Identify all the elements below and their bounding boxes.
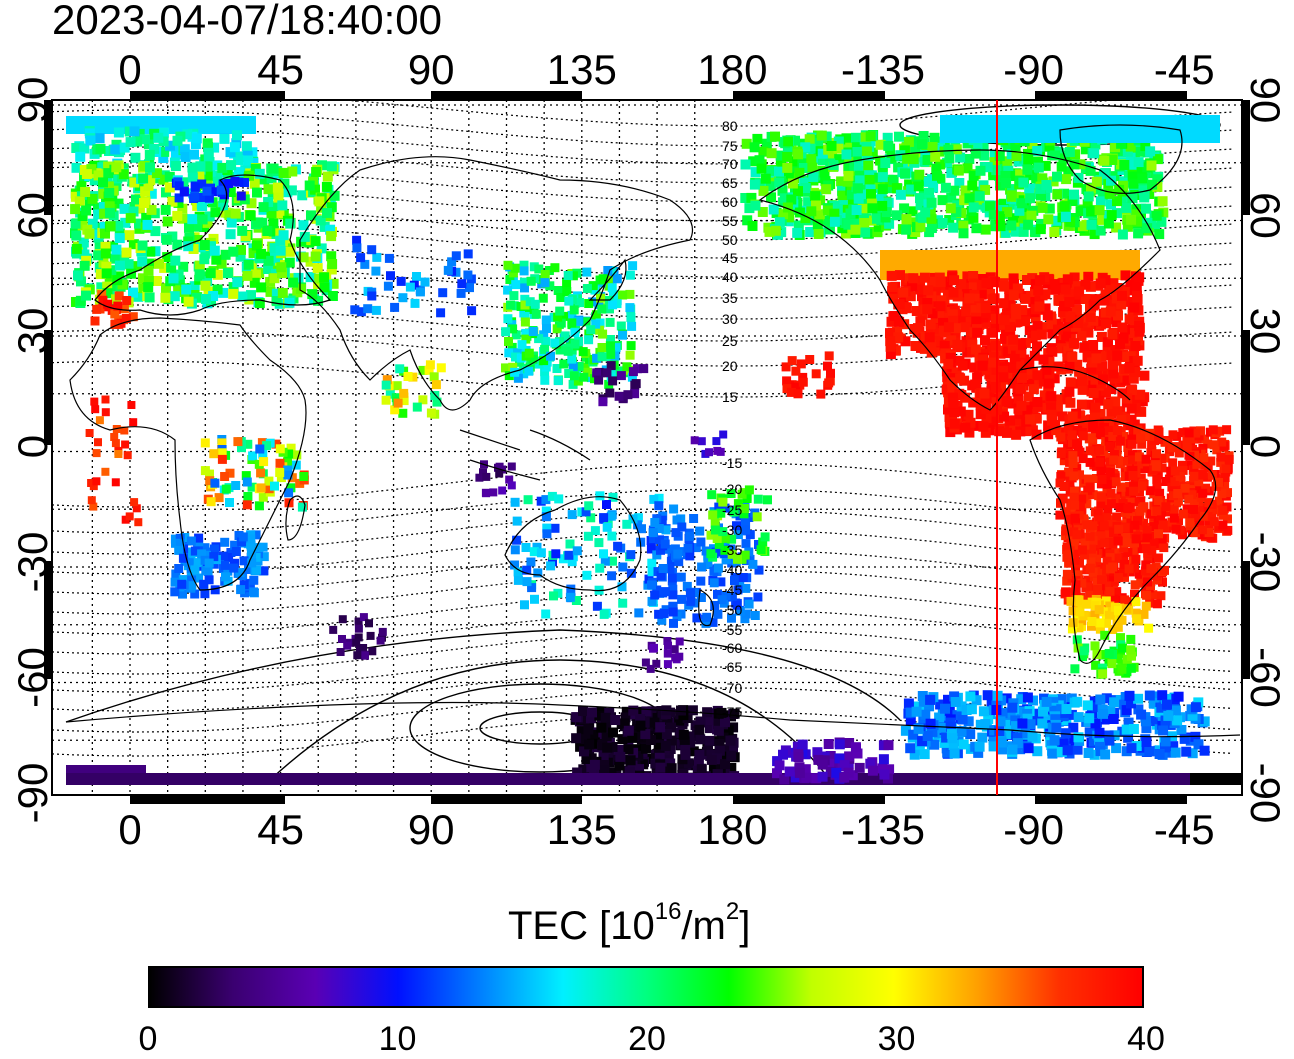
right-tick-label: 90 (1242, 77, 1289, 124)
top-tick-label: 135 (547, 46, 617, 93)
bottom-longitude-ticks: 0 45 90 135 180 -135 -90 -45 (118, 806, 1214, 853)
colorbar-tick-label: 0 (108, 1020, 188, 1059)
top-tick-label: 180 (697, 46, 767, 93)
contour-label: -60 (722, 640, 742, 656)
contour-label: -55 (722, 622, 742, 638)
contour-label: 80 (722, 118, 738, 134)
contour-label: 35 (722, 290, 738, 306)
contour-label: 20 (722, 358, 738, 374)
contour-label: 15 (722, 389, 738, 405)
left-tick-label: 0 (9, 435, 56, 458)
right-tick-label: 60 (1242, 192, 1289, 239)
top-tick-label: 0 (118, 46, 141, 93)
contour-label: -35 (722, 542, 742, 558)
left-tick-label: 90 (9, 77, 56, 124)
top-tick-label: 90 (408, 46, 455, 93)
left-tick-label: -30 (9, 532, 56, 593)
right-tick-label: 0 (1242, 435, 1289, 458)
contour-label: -50 (722, 602, 742, 618)
colorbar-tick-label: 10 (358, 1020, 438, 1059)
contour-label: -15 (722, 455, 742, 471)
left-tick-label: 60 (9, 192, 56, 239)
contour-label: -65 (722, 659, 742, 675)
bottom-tick-label: -45 (1154, 806, 1215, 853)
colorbar-tick-label: 40 (1106, 1020, 1186, 1059)
top-tick-label: -90 (1003, 46, 1064, 93)
colorbar (148, 966, 1144, 1008)
colorbar-tick-label: 30 (857, 1020, 937, 1059)
top-tick-label: 45 (257, 46, 304, 93)
contour-label: 65 (722, 175, 738, 191)
top-tick-label: -135 (841, 46, 925, 93)
bottom-tick-label: -90 (1003, 806, 1064, 853)
tec-map: 80 75 70 65 60 55 50 45 40 35 30 25 20 15 -15 -20 -25 -30… (0, 0, 1294, 880)
left-tick-label: 30 (9, 308, 56, 355)
contour-label: -75 (722, 704, 742, 720)
bottom-tick-label: 135 (547, 806, 617, 853)
contour-label: 45 (722, 250, 738, 266)
contour-label: -70 (722, 680, 742, 696)
colorbar-title: TEC [1016/m2] (508, 902, 750, 950)
bottom-tick-label: -135 (841, 806, 925, 853)
left-tick-label: -60 (9, 647, 56, 708)
bottom-tick-label: 45 (257, 806, 304, 853)
top-longitude-ticks: 0 45 90 135 180 -135 -90 -45 (118, 46, 1214, 93)
contour-label: 40 (722, 269, 738, 285)
contour-label: 75 (722, 138, 738, 154)
contour-label: -45 (722, 582, 742, 598)
contour-label: -25 (722, 502, 742, 518)
colorbar-tick-label: 20 (607, 1020, 687, 1059)
left-tick-label: -90 (9, 763, 56, 824)
right-tick-label: -30 (1242, 532, 1289, 593)
contour-label: 30 (722, 311, 738, 327)
right-tick-label: -60 (1242, 647, 1289, 708)
contour-label: 55 (722, 213, 738, 229)
bottom-tick-label: 90 (408, 806, 455, 853)
bottom-tick-label: 0 (118, 806, 141, 853)
right-tick-label: 30 (1242, 308, 1289, 355)
contour-label: -30 (722, 522, 742, 538)
contour-label: 60 (722, 194, 738, 210)
contour-label: -20 (722, 481, 742, 497)
contour-label: 50 (722, 232, 738, 248)
top-tick-label: -45 (1154, 46, 1215, 93)
right-tick-label: -90 (1242, 763, 1289, 824)
contour-label: 70 (722, 156, 738, 172)
contour-label: -40 (722, 562, 742, 578)
contour-label: 25 (722, 333, 738, 349)
bottom-tick-label: 180 (697, 806, 767, 853)
